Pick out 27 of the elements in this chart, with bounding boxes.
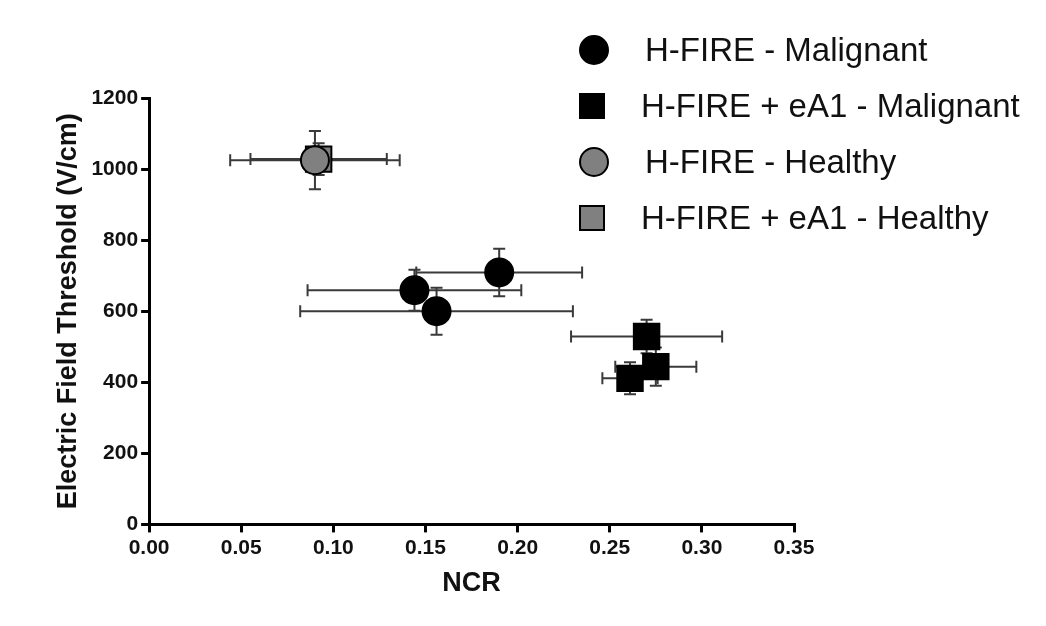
point	[616, 364, 644, 393]
x-tick-label: 0.05	[220, 534, 262, 558]
y-tick-label: 1200	[91, 84, 139, 108]
x-tick-label: 0.00	[128, 534, 170, 558]
x-tick-label: 0.30	[681, 534, 723, 558]
x-tick-label: 0.35	[773, 534, 815, 558]
point	[484, 257, 515, 288]
x-tick-label: 0.15	[405, 534, 447, 558]
legend-label: H-FIRE - Healthy	[645, 143, 897, 181]
legend-label: H-FIRE + eA1 - Malignant	[641, 87, 1020, 125]
x-axis-title: NCR	[442, 567, 501, 598]
legend-label: H-FIRE + eA1 - Healthy	[641, 199, 989, 237]
point	[399, 275, 430, 306]
y-tick-label: 400	[103, 369, 139, 393]
point	[642, 352, 670, 381]
y-tick-label: 200	[103, 440, 139, 464]
point	[421, 296, 452, 327]
legend-label: H-FIRE - Malignant	[645, 31, 928, 69]
y-tick-label: 0	[126, 511, 139, 535]
y-tick-label: 600	[103, 298, 139, 321]
point	[632, 322, 661, 351]
y-tick-label: 800	[103, 226, 139, 250]
x-tick-label: 0.10	[312, 534, 354, 558]
x-tick-label: 0.20	[497, 534, 539, 558]
y-tick-label: 1000	[91, 155, 139, 179]
x-tick-label: 0.25	[589, 534, 631, 558]
y-axis-title: Electric Field Threshold (V/cm)	[51, 113, 82, 510]
